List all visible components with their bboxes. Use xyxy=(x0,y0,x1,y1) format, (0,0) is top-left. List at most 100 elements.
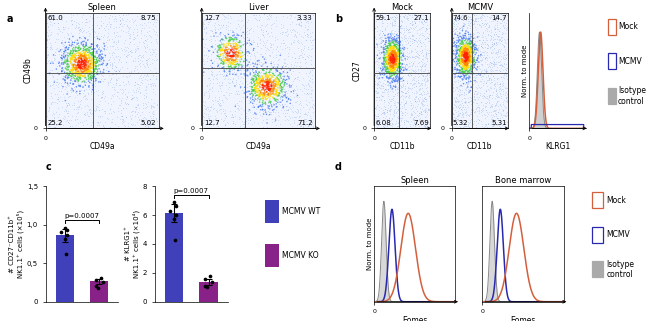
Point xyxy=(384,108,395,113)
Point xyxy=(456,45,466,50)
Point xyxy=(250,93,261,99)
Point xyxy=(280,80,290,85)
Point xyxy=(467,12,478,17)
Point xyxy=(265,80,276,85)
Point xyxy=(393,63,403,68)
Point xyxy=(458,53,468,58)
Point xyxy=(409,90,419,95)
Point xyxy=(279,77,289,82)
Point xyxy=(274,56,284,62)
Point xyxy=(81,52,91,57)
Point xyxy=(46,94,57,99)
Point xyxy=(111,81,121,86)
Point xyxy=(398,54,409,59)
Point xyxy=(391,53,402,58)
Point xyxy=(462,66,472,71)
Point xyxy=(474,72,484,77)
Point xyxy=(224,38,235,43)
Point xyxy=(497,63,508,68)
Point xyxy=(478,74,488,79)
Point xyxy=(278,78,289,83)
Point xyxy=(229,60,239,65)
Point xyxy=(459,106,469,111)
Point xyxy=(81,70,91,75)
Point xyxy=(390,82,400,87)
Point xyxy=(404,20,415,25)
Point xyxy=(133,55,144,60)
Point xyxy=(370,82,380,87)
Point xyxy=(122,22,132,28)
Point xyxy=(499,61,509,66)
Point xyxy=(119,46,129,51)
Point xyxy=(397,124,408,129)
Point xyxy=(385,40,395,45)
Point xyxy=(260,79,270,84)
Point xyxy=(274,87,284,92)
Point xyxy=(380,58,390,63)
Point xyxy=(391,53,402,58)
Point xyxy=(390,38,400,43)
Point xyxy=(387,23,398,28)
Point xyxy=(404,85,414,90)
Point xyxy=(450,65,460,71)
Point xyxy=(257,95,268,100)
Point xyxy=(285,106,295,111)
Point xyxy=(217,37,228,42)
Point xyxy=(387,22,398,27)
Point xyxy=(255,89,266,94)
Point xyxy=(53,31,63,37)
Point xyxy=(257,93,268,99)
Point xyxy=(499,39,510,45)
Point xyxy=(131,33,142,38)
Point xyxy=(214,106,225,111)
Point xyxy=(380,62,390,67)
Point xyxy=(88,53,98,58)
Point xyxy=(410,16,420,21)
Point xyxy=(81,65,91,71)
Point xyxy=(66,15,76,20)
Point xyxy=(383,49,393,55)
Point xyxy=(242,28,252,33)
Point xyxy=(80,75,90,80)
Point xyxy=(252,81,262,86)
Point xyxy=(407,82,417,87)
Point xyxy=(393,51,403,56)
Point xyxy=(81,41,92,46)
Point xyxy=(262,89,272,94)
Point xyxy=(68,82,78,87)
Point xyxy=(271,79,281,84)
Point xyxy=(421,49,432,54)
Point xyxy=(410,93,421,98)
Point xyxy=(461,53,471,58)
Point xyxy=(417,102,427,107)
Point xyxy=(454,37,465,42)
Point xyxy=(378,83,388,88)
Point xyxy=(487,103,497,108)
Point xyxy=(105,124,115,129)
Point xyxy=(88,63,99,68)
Point xyxy=(79,60,90,65)
Point xyxy=(74,59,85,64)
Point xyxy=(239,40,250,45)
Point xyxy=(218,118,228,124)
Point xyxy=(500,56,510,61)
Point xyxy=(447,88,458,93)
Point xyxy=(386,40,396,46)
Point xyxy=(73,60,83,65)
Point xyxy=(306,122,317,127)
Point xyxy=(252,62,263,67)
Point xyxy=(72,25,83,30)
Point xyxy=(487,116,497,121)
Point xyxy=(497,79,507,84)
Point xyxy=(454,53,465,58)
Point xyxy=(482,57,492,62)
Point xyxy=(265,52,275,57)
Point xyxy=(374,56,384,62)
Point xyxy=(450,13,460,18)
Point xyxy=(230,65,240,70)
Point xyxy=(70,113,81,118)
Point xyxy=(377,28,387,33)
Point xyxy=(401,71,411,76)
Point xyxy=(378,90,388,95)
Point xyxy=(107,65,118,71)
